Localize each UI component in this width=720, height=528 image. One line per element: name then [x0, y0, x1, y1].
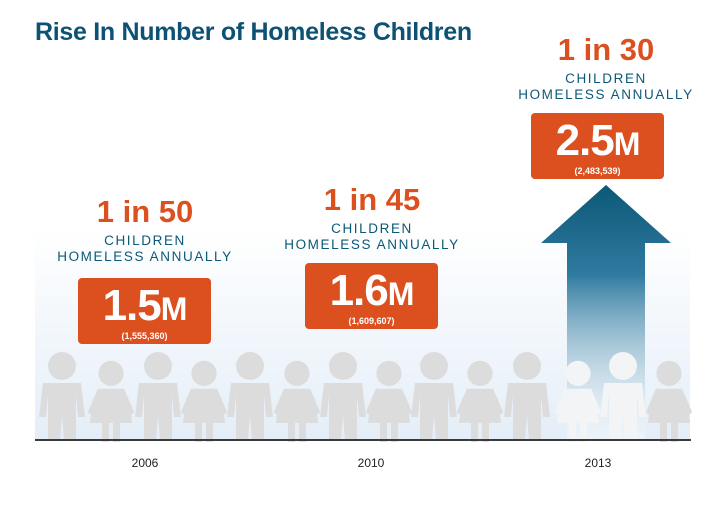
child-figure-boy: [320, 352, 366, 440]
stat-2010: 1 in 45 CHILDREN HOMELESS ANNUALLY: [262, 183, 482, 253]
ratio: 1 in 50: [96, 194, 194, 229]
child-figure-girl: [365, 360, 413, 442]
desc-line2: HOMELESS ANNUALLY: [57, 249, 233, 264]
year-label-2006: 2006: [131, 456, 159, 470]
child-figure-girl: [180, 360, 228, 442]
child-figure-boy: [411, 352, 457, 440]
page-title: Rise In Number of Homeless Children: [35, 18, 472, 46]
value-box-2010: 1.6M (1,609,607): [305, 263, 438, 329]
child-figure-boy: [39, 352, 85, 440]
desc-line1: CHILDREN: [331, 221, 413, 236]
value-unit: M: [613, 126, 641, 162]
value-exact: (2,483,539): [574, 166, 621, 176]
value-unit: M: [387, 276, 415, 312]
year-label-2010: 2010: [357, 456, 385, 470]
stat-2006: 1 in 50 CHILDREN HOMELESS ANNUALLY: [35, 195, 255, 265]
child-figure-girl: [273, 360, 321, 442]
baseline: [35, 439, 691, 441]
child-figure-girl: [456, 360, 504, 442]
year-label-2013: 2013: [584, 456, 612, 470]
desc-line1: CHILDREN: [565, 71, 647, 86]
child-figure-boy: [504, 352, 550, 440]
value-box-2013: 2.5M (2,483,539): [531, 113, 664, 179]
child-figure-girl: [645, 360, 693, 442]
child-figure-boy: [227, 352, 273, 440]
value-exact: (1,555,360): [121, 331, 168, 341]
ratio: 1 in 45: [323, 182, 421, 217]
value-big: 1.5: [102, 281, 162, 330]
desc-line1: CHILDREN: [104, 233, 186, 248]
desc-line2: HOMELESS ANNUALLY: [284, 237, 460, 252]
child-figure-girl: [87, 360, 135, 442]
child-figure-boy: [600, 352, 646, 440]
value-unit: M: [160, 291, 188, 327]
desc-line2: HOMELESS ANNUALLY: [518, 87, 694, 102]
value-big: 2.5: [555, 116, 615, 165]
child-figure-boy: [135, 352, 181, 440]
value-box-2006: 1.5M (1,555,360): [78, 278, 211, 344]
ratio: 1 in 30: [557, 32, 655, 67]
value-big: 1.6: [329, 266, 389, 315]
stat-2013: 1 in 30 CHILDREN HOMELESS ANNUALLY: [496, 33, 716, 103]
value-exact: (1,609,607): [348, 316, 395, 326]
child-figure-girl: [554, 360, 602, 442]
